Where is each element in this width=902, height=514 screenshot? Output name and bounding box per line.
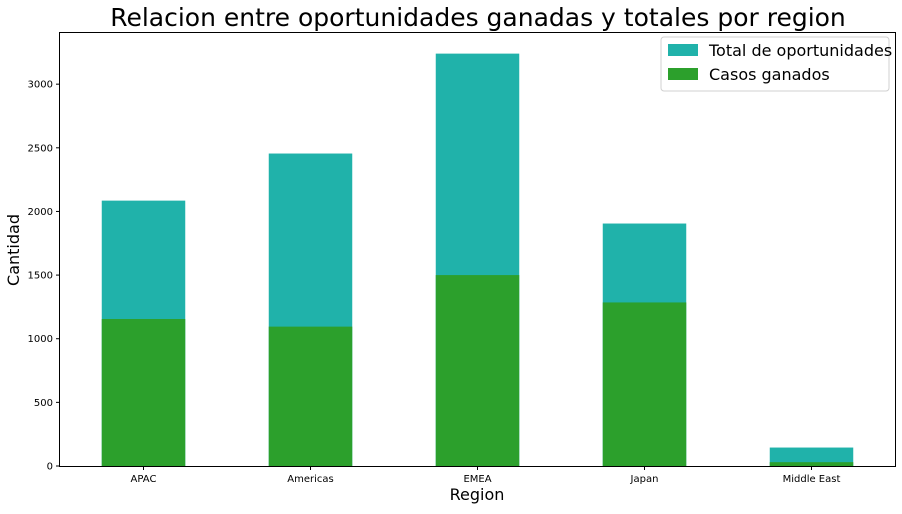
y-tick-label: 2500 xyxy=(28,143,53,154)
bar-won-emea xyxy=(435,275,520,466)
y-tick-label: 2000 xyxy=(28,207,53,218)
y-tick-label: 3000 xyxy=(28,80,53,91)
x-tick-label: EMEA xyxy=(463,474,491,485)
legend-swatch-total xyxy=(668,44,698,56)
plot-area-frame xyxy=(59,32,896,467)
chart-title: Relacion entre oportunidades ganadas y t… xyxy=(110,3,846,32)
bar-won-apac xyxy=(101,318,186,466)
y-tick-label: 1000 xyxy=(28,334,53,345)
legend: Total de oportunidades Casos ganados xyxy=(660,36,892,92)
bar-won-japan xyxy=(602,302,687,466)
bars-layer xyxy=(101,53,854,466)
legend-label-won: Casos ganados xyxy=(709,65,830,84)
y-tick-label: 1500 xyxy=(28,271,53,282)
x-tick-label: Middle East xyxy=(783,474,841,485)
bar-total-middle-east xyxy=(769,447,854,466)
x-tick-label: Americas xyxy=(287,474,333,485)
bar-won-middle-east xyxy=(769,462,854,466)
y-tick-label: 0 xyxy=(47,462,53,473)
x-tick-label: Japan xyxy=(630,474,659,485)
legend-box xyxy=(660,36,890,92)
x-tick-label: APAC xyxy=(131,474,157,485)
legend-swatch-won xyxy=(668,68,698,80)
bar-won-americas xyxy=(268,326,353,466)
legend-label-total: Total de oportunidades xyxy=(708,41,892,60)
y-axis-label: Cantidad xyxy=(4,214,23,286)
x-axis-label: Region xyxy=(450,485,505,504)
y-tick-label: 500 xyxy=(34,398,53,409)
